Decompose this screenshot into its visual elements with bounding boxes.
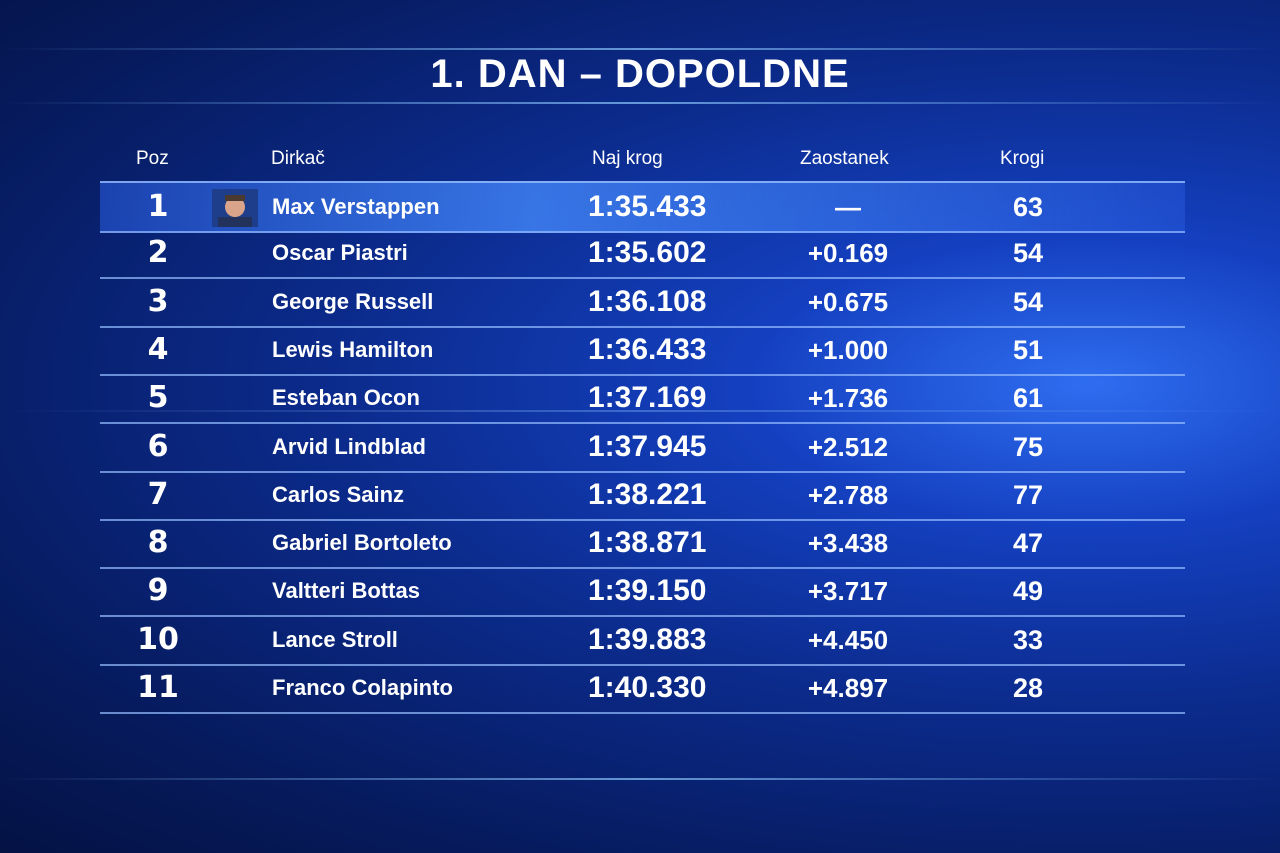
table-row: 10 Lance Stroll 1:39.883 +4.450 33 [100,616,1185,666]
driver-name: Oscar Piastri [272,240,408,266]
table-row: 7 Carlos Sainz 1:38.221 +2.788 77 [100,471,1185,521]
gap: +4.897 [807,673,889,703]
gap: +4.450 [807,624,889,655]
driver-name: George Russell [272,288,434,314]
best-lap: 1:37.169 [588,381,707,415]
decor-line [0,102,1280,104]
best-lap: 1:40.330 [588,671,707,704]
position: 7 [147,476,169,512]
position: 4 [147,331,169,367]
decor-line [0,48,1280,50]
position: 6 [147,428,169,464]
column-header: Poz [136,148,169,169]
laps: 47 [1012,528,1044,559]
table-row: 1 Max Verstappen 1:35.433 — 63 [100,181,1185,233]
gap: +1.000 [807,334,889,365]
gap: +0.675 [807,286,889,317]
position: 3 [147,283,169,319]
column-header: Dirkač [271,148,325,169]
best-lap: 1:37.945 [588,429,707,463]
laps: 54 [1012,238,1044,269]
driver-name: Valtteri Bottas [272,578,420,604]
laps: 33 [1012,624,1044,655]
table-row: 3 George Russell 1:36.108 +0.675 54 [100,278,1185,328]
table-row: 2 Oscar Piastri 1:35.602 +0.169 54 [100,229,1185,280]
title: 1. DAN – DOPOLDNE [430,52,850,96]
position: 11 [137,670,179,705]
position: 2 [147,235,169,271]
table-row: 11 Franco Colapinto 1:40.330 +4.897 28 [100,664,1185,714]
table-row: 9 Valtteri Bottas 1:39.150 +3.717 49 [100,567,1185,618]
table-row: 5 Esteban Ocon 1:37.169 +1.736 61 [100,374,1185,425]
driver-name: Lewis Hamilton [272,336,434,362]
best-lap: 1:39.150 [588,574,707,608]
laps: 49 [1012,576,1044,607]
table-row: 8 Gabriel Bortoleto 1:38.871 +3.438 47 [100,519,1185,570]
laps: 77 [1012,479,1044,510]
gap: +2.512 [807,431,889,462]
column-header: Naj krog [592,148,663,169]
best-lap: 1:35.602 [588,236,707,270]
gap: +3.438 [807,528,889,559]
driver-name: Esteban Ocon [272,385,420,411]
driver-name: Gabriel Bortoleto [272,530,452,556]
best-lap: 1:36.433 [588,332,707,366]
column-header: Krogi [1000,148,1045,169]
position: 8 [147,525,169,561]
position: 5 [147,380,169,416]
table-row: 6 Arvid Lindblad 1:37.945 +2.512 75 [100,423,1185,473]
table-row: 4 Lewis Hamilton 1:36.433 +1.000 51 [100,326,1185,376]
position: 10 [137,621,179,657]
driver-name: Franco Colapinto [272,675,453,700]
position: 1 [147,189,169,224]
driver-name: Lance Stroll [272,626,398,652]
position: 9 [147,573,169,609]
gap: +0.169 [807,238,889,269]
best-lap: 1:36.108 [588,284,707,318]
best-lap: 1:35.433 [588,190,707,223]
laps: 28 [1012,673,1044,703]
decor-line [0,410,1280,412]
laps: 75 [1012,431,1044,462]
driver-name: Max Verstappen [272,194,440,219]
best-lap: 1:38.221 [588,477,707,511]
driver-name: Carlos Sainz [272,481,405,507]
column-header: Zaostanek [800,148,889,169]
laps: 61 [1012,383,1044,414]
best-lap: 1:38.871 [588,526,707,560]
gap: +2.788 [807,479,889,510]
gap: +1.736 [807,383,889,414]
laps: 54 [1012,286,1044,317]
laps: 63 [1012,192,1044,222]
gap: — [835,192,861,222]
decor-line [0,778,1280,780]
best-lap: 1:39.883 [588,622,707,656]
laps: 51 [1012,334,1044,365]
driver-name: Arvid Lindblad [272,433,426,459]
driver-photo [212,189,258,227]
gap: +3.717 [807,576,889,607]
